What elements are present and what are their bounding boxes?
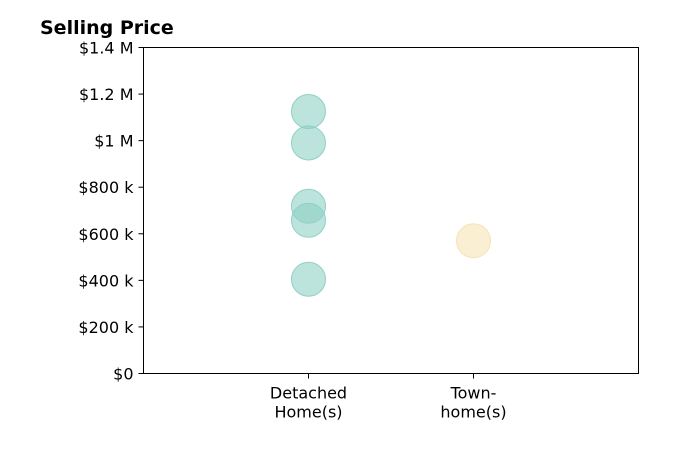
data-points xyxy=(291,94,491,297)
plot-frame xyxy=(143,47,639,374)
y-tick-label: $200 k xyxy=(78,318,134,337)
x-tick-label: Detached Home(s) xyxy=(270,384,347,422)
x-tick-label-line: Home(s) xyxy=(274,403,342,422)
x-tick-label-line: Detached xyxy=(270,384,347,403)
y-axis: $0 $200 k $400 k $600 k $800 k $1 M $1.2 M $1.4… xyxy=(78,39,144,384)
y-tick-label: $0 xyxy=(113,365,133,384)
y-tick-label: $400 k xyxy=(78,271,134,290)
x-tick-label-line: Town- xyxy=(450,384,497,403)
x-tick-label: Town-home(s) xyxy=(440,384,506,422)
data-point xyxy=(291,125,326,161)
data-point xyxy=(456,223,491,259)
y-tick-label: $600 k xyxy=(78,225,134,244)
data-point xyxy=(291,94,326,130)
chart-title: Selling Price xyxy=(40,17,174,39)
y-tick-label: $1.2 M xyxy=(79,85,134,104)
y-tick-label: $1 M xyxy=(94,132,133,151)
data-point xyxy=(291,261,326,297)
x-axis: Detached Home(s) Town-home(s) xyxy=(270,373,507,422)
y-tick-label: $1.4 M xyxy=(79,39,134,58)
data-point xyxy=(291,202,326,238)
y-tick-label: $800 k xyxy=(78,178,134,197)
x-tick-label-line: home(s) xyxy=(440,403,506,422)
